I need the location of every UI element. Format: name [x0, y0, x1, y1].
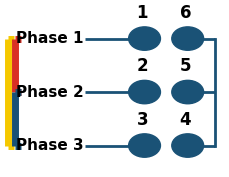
Text: 3: 3 — [136, 111, 147, 129]
Text: Phase 1: Phase 1 — [16, 31, 84, 46]
Text: Phase 2: Phase 2 — [16, 85, 84, 99]
Circle shape — [128, 27, 160, 50]
Text: Phase 3: Phase 3 — [16, 138, 84, 153]
Text: 1: 1 — [136, 4, 147, 22]
Circle shape — [171, 27, 203, 50]
Text: 5: 5 — [179, 57, 190, 75]
Text: 4: 4 — [179, 111, 191, 129]
Circle shape — [128, 134, 160, 157]
Text: 6: 6 — [179, 4, 190, 22]
Text: 2: 2 — [136, 57, 147, 75]
Circle shape — [171, 80, 203, 104]
Circle shape — [171, 134, 203, 157]
Circle shape — [128, 80, 160, 104]
